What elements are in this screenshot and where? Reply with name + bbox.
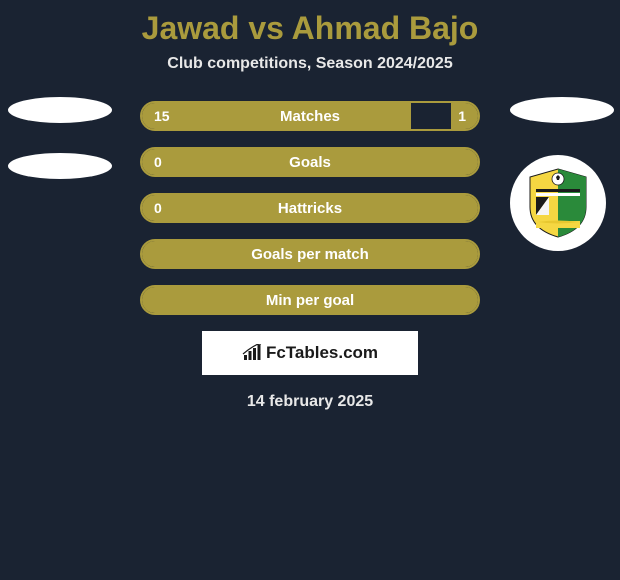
left-placeholder-badges <box>8 101 112 209</box>
bar-value-right: 1 <box>458 103 466 129</box>
player-badge-left-1 <box>8 97 112 123</box>
brand-box: FcTables.com <box>202 331 418 375</box>
player-badge-right-1 <box>510 97 614 123</box>
bar-label: Hattricks <box>142 195 478 221</box>
bar-min-per-goal: Min per goal <box>140 285 480 315</box>
bar-label: Goals per match <box>142 241 478 267</box>
brand-label: FcTables.com <box>242 343 378 363</box>
brand-text: FcTables.com <box>266 343 378 363</box>
bar-goals: 0 Goals <box>140 147 480 177</box>
club-crest-icon <box>526 167 590 239</box>
bar-label: Min per goal <box>142 287 478 313</box>
bar-label: Goals <box>142 149 478 175</box>
date-label: 14 february 2025 <box>0 393 620 411</box>
bar-label: Matches <box>142 103 478 129</box>
bar-hattricks: 0 Hattricks <box>140 193 480 223</box>
bar-goals-per-match: Goals per match <box>140 239 480 269</box>
player-badge-left-2 <box>8 153 112 179</box>
comparison-bars: 15 Matches 1 0 Goals 0 Hattricks Goals p… <box>140 101 480 315</box>
subtitle: Club competitions, Season 2024/2025 <box>0 55 620 101</box>
stats-area: 15 Matches 1 0 Goals 0 Hattricks Goals p… <box>0 101 620 411</box>
bar-chart-icon <box>242 344 262 362</box>
club-crest-container <box>510 155 606 251</box>
page-title: Jawad vs Ahmad Bajo <box>0 0 620 55</box>
bar-matches: 15 Matches 1 <box>140 101 480 131</box>
